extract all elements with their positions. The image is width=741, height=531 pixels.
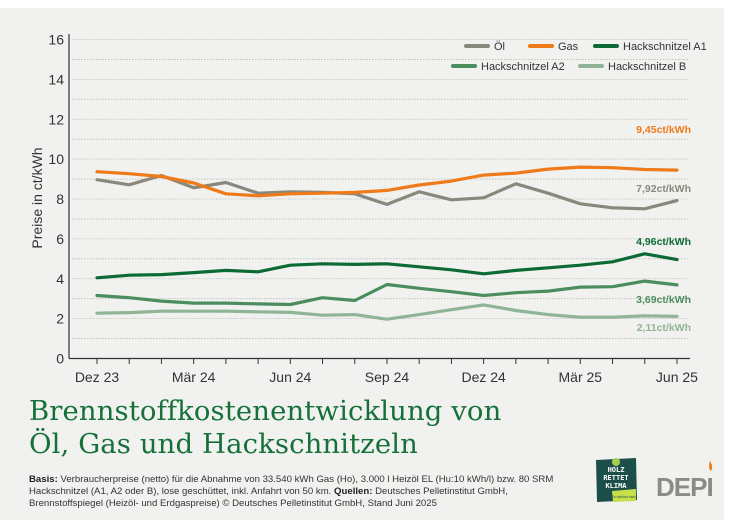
holz-line-3: KLIMA	[605, 482, 627, 490]
gridlines	[72, 39, 690, 339]
x-tick-label: Sep 24	[365, 369, 410, 385]
legend-label: Gas	[558, 41, 579, 53]
basis-label: Basis:	[29, 474, 58, 485]
holz-line-2: RETTET	[603, 474, 628, 482]
x-tick-label: Dez 23	[75, 369, 120, 385]
sources-label: Quellen:	[334, 486, 373, 497]
title-line-2: Öl, Gas und Hackschnitzeln	[29, 428, 418, 460]
series-line-hackschnitzel-a2	[95, 279, 679, 307]
end-value-labels: 7,92ct/kWh 9,45ct/kWh 4,96ct/kWh 3,69ct/kWh…	[636, 124, 691, 334]
title-line-1: Brennstoffkostenentwicklung von	[29, 395, 502, 427]
series-lines	[95, 165, 679, 321]
legend-label: Hackschnitzel B	[608, 61, 686, 73]
series-line-öl	[95, 173, 679, 211]
end-label: 3,69ct/kWh	[636, 294, 691, 306]
footnote: Basis: Verbraucherpreise (netto) für die…	[29, 474, 574, 510]
y-axis-label: Preise in ct/kWh	[29, 147, 45, 248]
x-tick-label: Dez 24	[461, 369, 506, 385]
flame-icon	[709, 458, 713, 471]
end-label: 4,96ct/kWh	[636, 236, 691, 248]
y-tick-label: 16	[48, 32, 64, 48]
holz-tagline: Es wächst nach	[611, 495, 636, 499]
chart-title: Brennstoffkostenentwicklung von Öl, Gas …	[29, 395, 501, 461]
sources-text: Deutsches Pelletinstitut GmbH, Brennstof…	[29, 486, 508, 509]
x-tick-label: Mär 24	[172, 369, 216, 385]
y-tick-label: 10	[48, 151, 64, 167]
series-line-hackschnitzel-b	[95, 303, 679, 321]
y-tick-label: 2	[56, 311, 64, 327]
end-label: 2,11ct/kWh	[637, 322, 691, 334]
holz-line-1: HOLZ	[608, 466, 625, 474]
y-axis-ticks: 0 2 4 6 8 10 12 14 16	[48, 32, 64, 367]
x-tick-label: Mär 25	[559, 369, 603, 385]
series-line-hackschnitzel-a1	[95, 252, 679, 280]
x-tick-label: Jun 25	[656, 369, 698, 385]
y-tick-label: 14	[48, 71, 64, 87]
legend-label: Hackschnitzel A1	[623, 41, 707, 53]
legend: Öl Gas Hackschnitzel A1 Hackschnitzel A2 Hac…	[451, 41, 707, 73]
y-tick-label: 6	[56, 231, 64, 247]
end-label: 9,45ct/kWh	[636, 124, 691, 136]
y-tick-label: 0	[56, 351, 64, 367]
legend-label: Hackschnitzel A2	[481, 61, 565, 73]
x-axis-ticks: Dez 23 Mär 24 Jun 24 Sep 24 Dez 24 Mär 25 Jun …	[75, 358, 698, 385]
basis-text: Verbraucherpreise (netto) für die Abnahm…	[29, 474, 554, 497]
y-tick-label: 4	[56, 271, 64, 287]
legend-label: Öl	[494, 41, 505, 53]
depi-logo: DEPI	[656, 472, 714, 502]
y-tick-label: 8	[56, 191, 64, 207]
y-tick-label: 12	[48, 111, 64, 127]
end-label: 7,92ct/kWh	[636, 183, 691, 195]
axes	[68, 34, 690, 360]
series-line-gas	[95, 165, 679, 198]
holz-rettet-klima-logo: HOLZ RETTET KLIMA Es wächst nach	[596, 458, 637, 502]
x-tick-label: Jun 24	[269, 369, 311, 385]
